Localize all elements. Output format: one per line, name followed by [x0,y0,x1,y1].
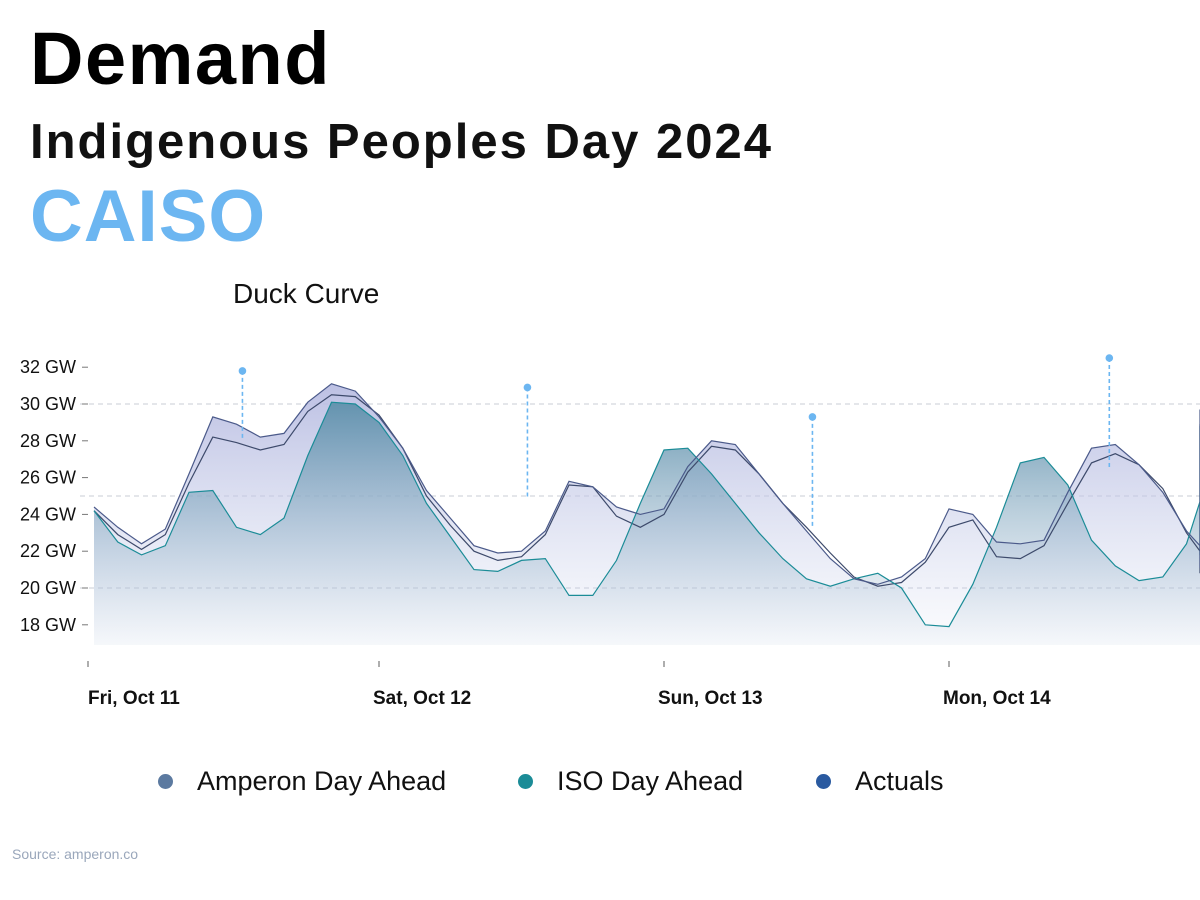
legend: Amperon Day Ahead ISO Day Ahead Actuals [0,766,1200,806]
y-tick-label: 32 GW [20,357,76,377]
x-tick-label: Sat, Oct 12 [373,688,471,709]
y-tick-label: 28 GW [20,431,76,451]
legend-item-actuals[interactable]: Actuals [816,766,944,797]
legend-dot-icon [158,774,173,789]
duck-curve-marker-dot [808,413,817,421]
legend-label: Amperon Day Ahead [197,766,447,796]
duck-curve-marker-dot [1105,354,1114,362]
annotation-label: Duck Curve [233,278,379,309]
x-tick-label: Mon, Oct 14 [943,688,1051,709]
duck-curve-marker-dot [523,383,532,392]
chart-subtitle: Indigenous Peoples Day 2024 [30,115,773,169]
actuals-line [93,383,1200,585]
chart-title: Demand [30,17,331,100]
legend-dot-icon [518,774,533,789]
x-tick-label: Sun, Oct 13 [658,688,763,709]
legend-label: Actuals [855,766,944,796]
duck-curve-marker-dot [238,367,247,375]
legend-dot-icon [816,774,831,789]
source-note: Source: amperon.co [12,846,139,862]
x-tick-label: Fri, Oct 11 [88,688,180,709]
legend-item-amperon[interactable]: Amperon Day Ahead [158,766,446,797]
demand-chart: 18 GW 20 GW 22 GW 24 GW 26 GW 28 GW 30 GW 32 GW… [20,278,1200,709]
y-tick-label: 24 GW [20,504,76,524]
legend-item-iso[interactable]: ISO Day Ahead [518,766,743,797]
y-tick-label: 26 GW [20,468,76,488]
legend-label: ISO Day Ahead [557,766,744,796]
region-title: CAISO [30,176,267,257]
amperon-day-ahead-line [93,394,1200,587]
y-tick-label: 30 GW [20,394,76,414]
y-tick-label: 22 GW [20,541,76,561]
y-tick-label: 20 GW [20,578,76,598]
y-tick-label: 18 GW [20,615,76,635]
iso-day-ahead-line [93,401,1200,628]
